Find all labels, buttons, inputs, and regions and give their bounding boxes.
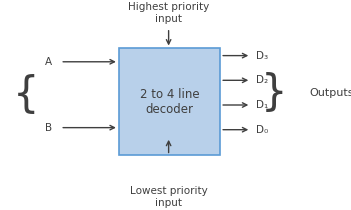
Text: D₂: D₂ bbox=[256, 75, 268, 85]
Text: B: B bbox=[45, 123, 52, 133]
Text: Outputs: Outputs bbox=[310, 88, 351, 98]
Text: 2 to 4 line
decoder: 2 to 4 line decoder bbox=[140, 88, 199, 116]
Text: A: A bbox=[45, 57, 52, 67]
Text: {: { bbox=[13, 74, 39, 116]
Text: Lowest priority
input: Lowest priority input bbox=[130, 186, 207, 208]
Text: Highest priority
input: Highest priority input bbox=[128, 2, 209, 24]
FancyBboxPatch shape bbox=[119, 48, 220, 155]
Text: D₁: D₁ bbox=[256, 100, 268, 110]
Text: }: } bbox=[260, 72, 287, 114]
Text: D₃: D₃ bbox=[256, 51, 268, 61]
Text: D₀: D₀ bbox=[256, 125, 268, 135]
